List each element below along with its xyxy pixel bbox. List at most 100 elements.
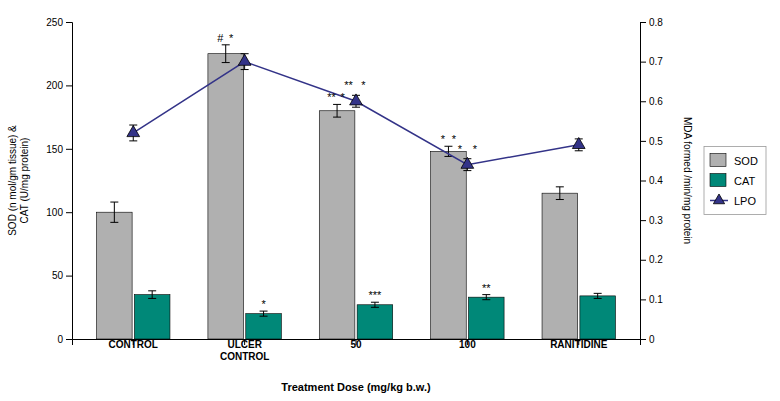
bar: [357, 305, 393, 339]
tick-label: 0.5: [649, 136, 663, 147]
tick-label: 250: [46, 17, 63, 28]
tick-label: 200: [46, 80, 63, 91]
marks: [97, 45, 616, 339]
tick-mark: [640, 62, 646, 63]
annotation: **: [344, 79, 353, 91]
annotation: *: [361, 79, 366, 91]
legend-item: SOD: [710, 154, 758, 167]
annotation: #: [217, 32, 224, 44]
legend-swatch: [710, 154, 726, 167]
tick-label: 0.1: [649, 294, 663, 305]
tick-mark: [640, 299, 646, 300]
error-bar-cap: [556, 199, 564, 200]
tick-label: 0: [649, 334, 655, 345]
legend-item: CAT: [710, 174, 755, 187]
tick: 250: [46, 17, 72, 28]
tick-mark: [640, 181, 646, 182]
annotation: *: [441, 133, 446, 145]
annotation: *: [261, 298, 266, 310]
legend-label: CAT: [734, 175, 755, 187]
error-bar-line: [597, 293, 598, 298]
y2-axis: 0 0.1 0.2 0.3 0.4 0.5 0.6 0.7 0.8: [640, 17, 663, 345]
tick-label: 150: [46, 144, 63, 155]
y-axis-title: SOD (n mol/gm tissue) &CAT (U/mg protein…: [7, 125, 30, 236]
marker: [238, 54, 251, 65]
error-bar-line: [152, 291, 153, 299]
tick: ULCERCONTROL: [220, 339, 269, 362]
tick-mark: [640, 339, 646, 340]
error-bar-cap: [333, 104, 341, 105]
tick: 0.3: [640, 215, 663, 226]
tick-label: 0.8: [649, 17, 663, 28]
tick: 0: [57, 334, 72, 345]
error-bar: [556, 187, 564, 200]
error-bar-cap: [575, 150, 583, 151]
bar: [319, 111, 355, 339]
tick: 0.7: [640, 56, 663, 67]
error-bar: [594, 293, 602, 298]
error-bar-line: [337, 104, 338, 117]
tick-label: 100: [459, 339, 476, 350]
tick-label: CONTROL: [109, 339, 158, 350]
error-bar-cap: [482, 299, 490, 300]
axis-line: [641, 23, 647, 340]
annotation: *: [229, 32, 234, 44]
marker: [461, 157, 474, 168]
chart: CONTROLULCERCONTROL50100RANITIDINE050100…: [0, 0, 780, 401]
tick-label: 0.2: [649, 254, 663, 265]
series-line: [127, 54, 585, 171]
tick: CONTROL: [109, 339, 158, 350]
annotations: #*****************: [217, 32, 491, 310]
error-bar: [222, 45, 230, 63]
error-bar-cap: [594, 293, 602, 294]
error-bar-cap: [222, 44, 230, 45]
annotation: *: [458, 143, 463, 155]
tick: 0.5: [640, 136, 663, 147]
error-bar-cap: [556, 186, 564, 187]
bar: [97, 212, 133, 339]
x-axis-title: Treatment Dose (mg/kg b.w.): [281, 381, 431, 393]
legend-marker: [713, 194, 724, 204]
tick-label: 0.6: [649, 96, 663, 107]
legend-label: SOD: [734, 155, 758, 167]
error-bar-cap: [241, 69, 249, 70]
tick-label: 100: [46, 207, 63, 218]
y2-axis-title: MDA formed /min/mg protein: [682, 117, 693, 244]
tick-label: 0.4: [649, 175, 663, 186]
annotation: **: [327, 91, 336, 103]
error-bar: [260, 311, 268, 316]
tick: 0.8: [640, 17, 663, 28]
tick-label: 0.3: [649, 215, 663, 226]
error-bar-cap: [594, 298, 602, 299]
bar: [134, 295, 170, 339]
error-bar-cap: [129, 140, 137, 141]
plot: CONTROLULCERCONTROL50100RANITIDINE050100…: [7, 17, 766, 393]
tick: 0.4: [640, 175, 663, 186]
legend: SODCATLPO: [704, 147, 766, 215]
tick: 50: [350, 339, 362, 350]
error-bar-cap: [371, 307, 379, 308]
error-bar-line: [559, 187, 560, 200]
tick: 100: [459, 339, 476, 350]
bar: [208, 54, 244, 339]
error-bar-cap: [444, 146, 452, 147]
marker: [350, 94, 363, 105]
tick-mark: [640, 260, 646, 261]
tick-mark: [640, 141, 646, 142]
tick-label: 0: [57, 334, 63, 345]
annotation: *: [473, 143, 478, 155]
error-bar-line: [114, 202, 115, 222]
error-bar-cap: [260, 316, 268, 317]
tick: 50: [52, 270, 72, 281]
error-bar-line: [263, 311, 264, 316]
bar: [246, 314, 282, 339]
tick: 0.1: [640, 294, 663, 305]
axis-line: [66, 23, 73, 340]
legend-swatch: [710, 174, 726, 187]
error-bar: [333, 104, 341, 117]
error-bar-cap: [110, 222, 118, 223]
error-bar: [371, 302, 379, 307]
error-bar: [482, 295, 490, 300]
annotation: *: [452, 133, 457, 145]
annotation: **: [482, 282, 491, 294]
